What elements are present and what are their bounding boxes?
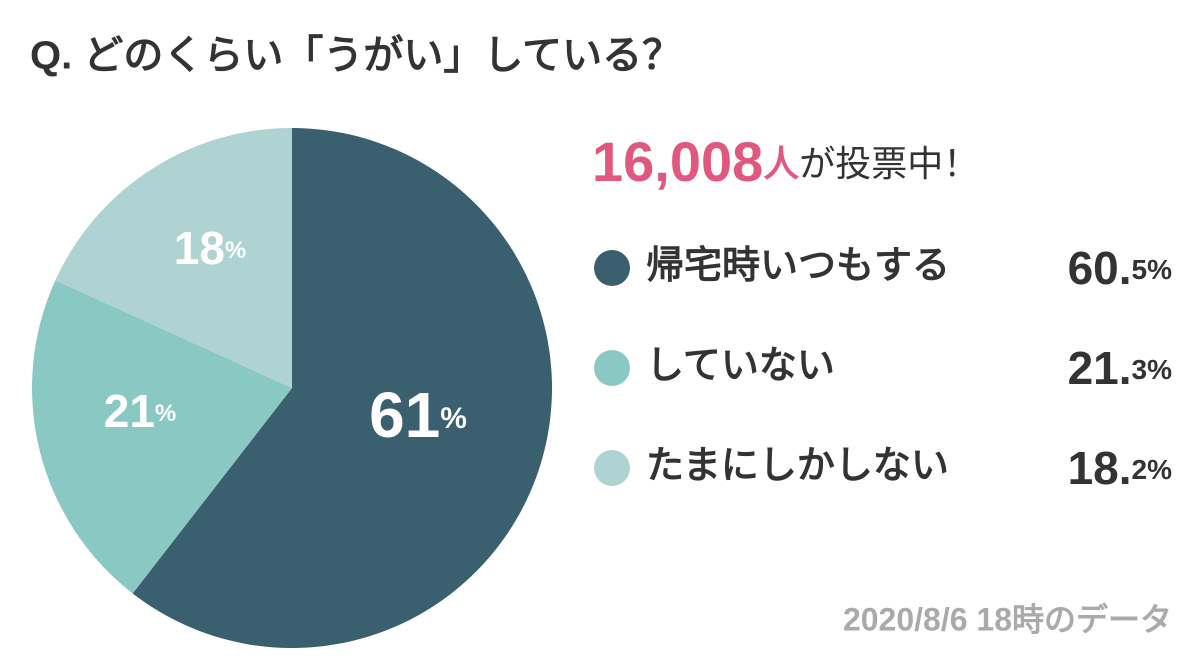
vote-number: 16,008	[592, 130, 763, 193]
footnote: 2020/8/6 18時のデータ	[843, 601, 1172, 637]
legend-label: 帰宅時いつもする	[646, 244, 950, 287]
pie-slice	[55, 128, 292, 388]
chart-title: Q. どのくらい「うがい」している？	[30, 34, 682, 78]
legend-marker	[594, 450, 630, 486]
legend-label: たまにしかしない	[646, 445, 949, 487]
pie-slice	[31, 280, 293, 594]
slice-label: 61%	[369, 379, 467, 451]
legend-value: 18.2%	[1068, 442, 1173, 494]
vote-unit: 人	[763, 143, 799, 184]
legend-marker	[594, 250, 630, 286]
legend-value: 60.5%	[1068, 242, 1173, 294]
slice-label: 18%	[174, 222, 247, 274]
vote-suffix: が投票中！	[799, 143, 979, 184]
legend-value: 21.3%	[1068, 342, 1173, 394]
legend-marker	[594, 350, 630, 386]
vote-count: 16,008人が投票中！	[592, 130, 979, 193]
legend-label: していない	[646, 345, 835, 387]
slice-label: 21%	[104, 385, 177, 437]
pie-slice	[132, 128, 552, 648]
